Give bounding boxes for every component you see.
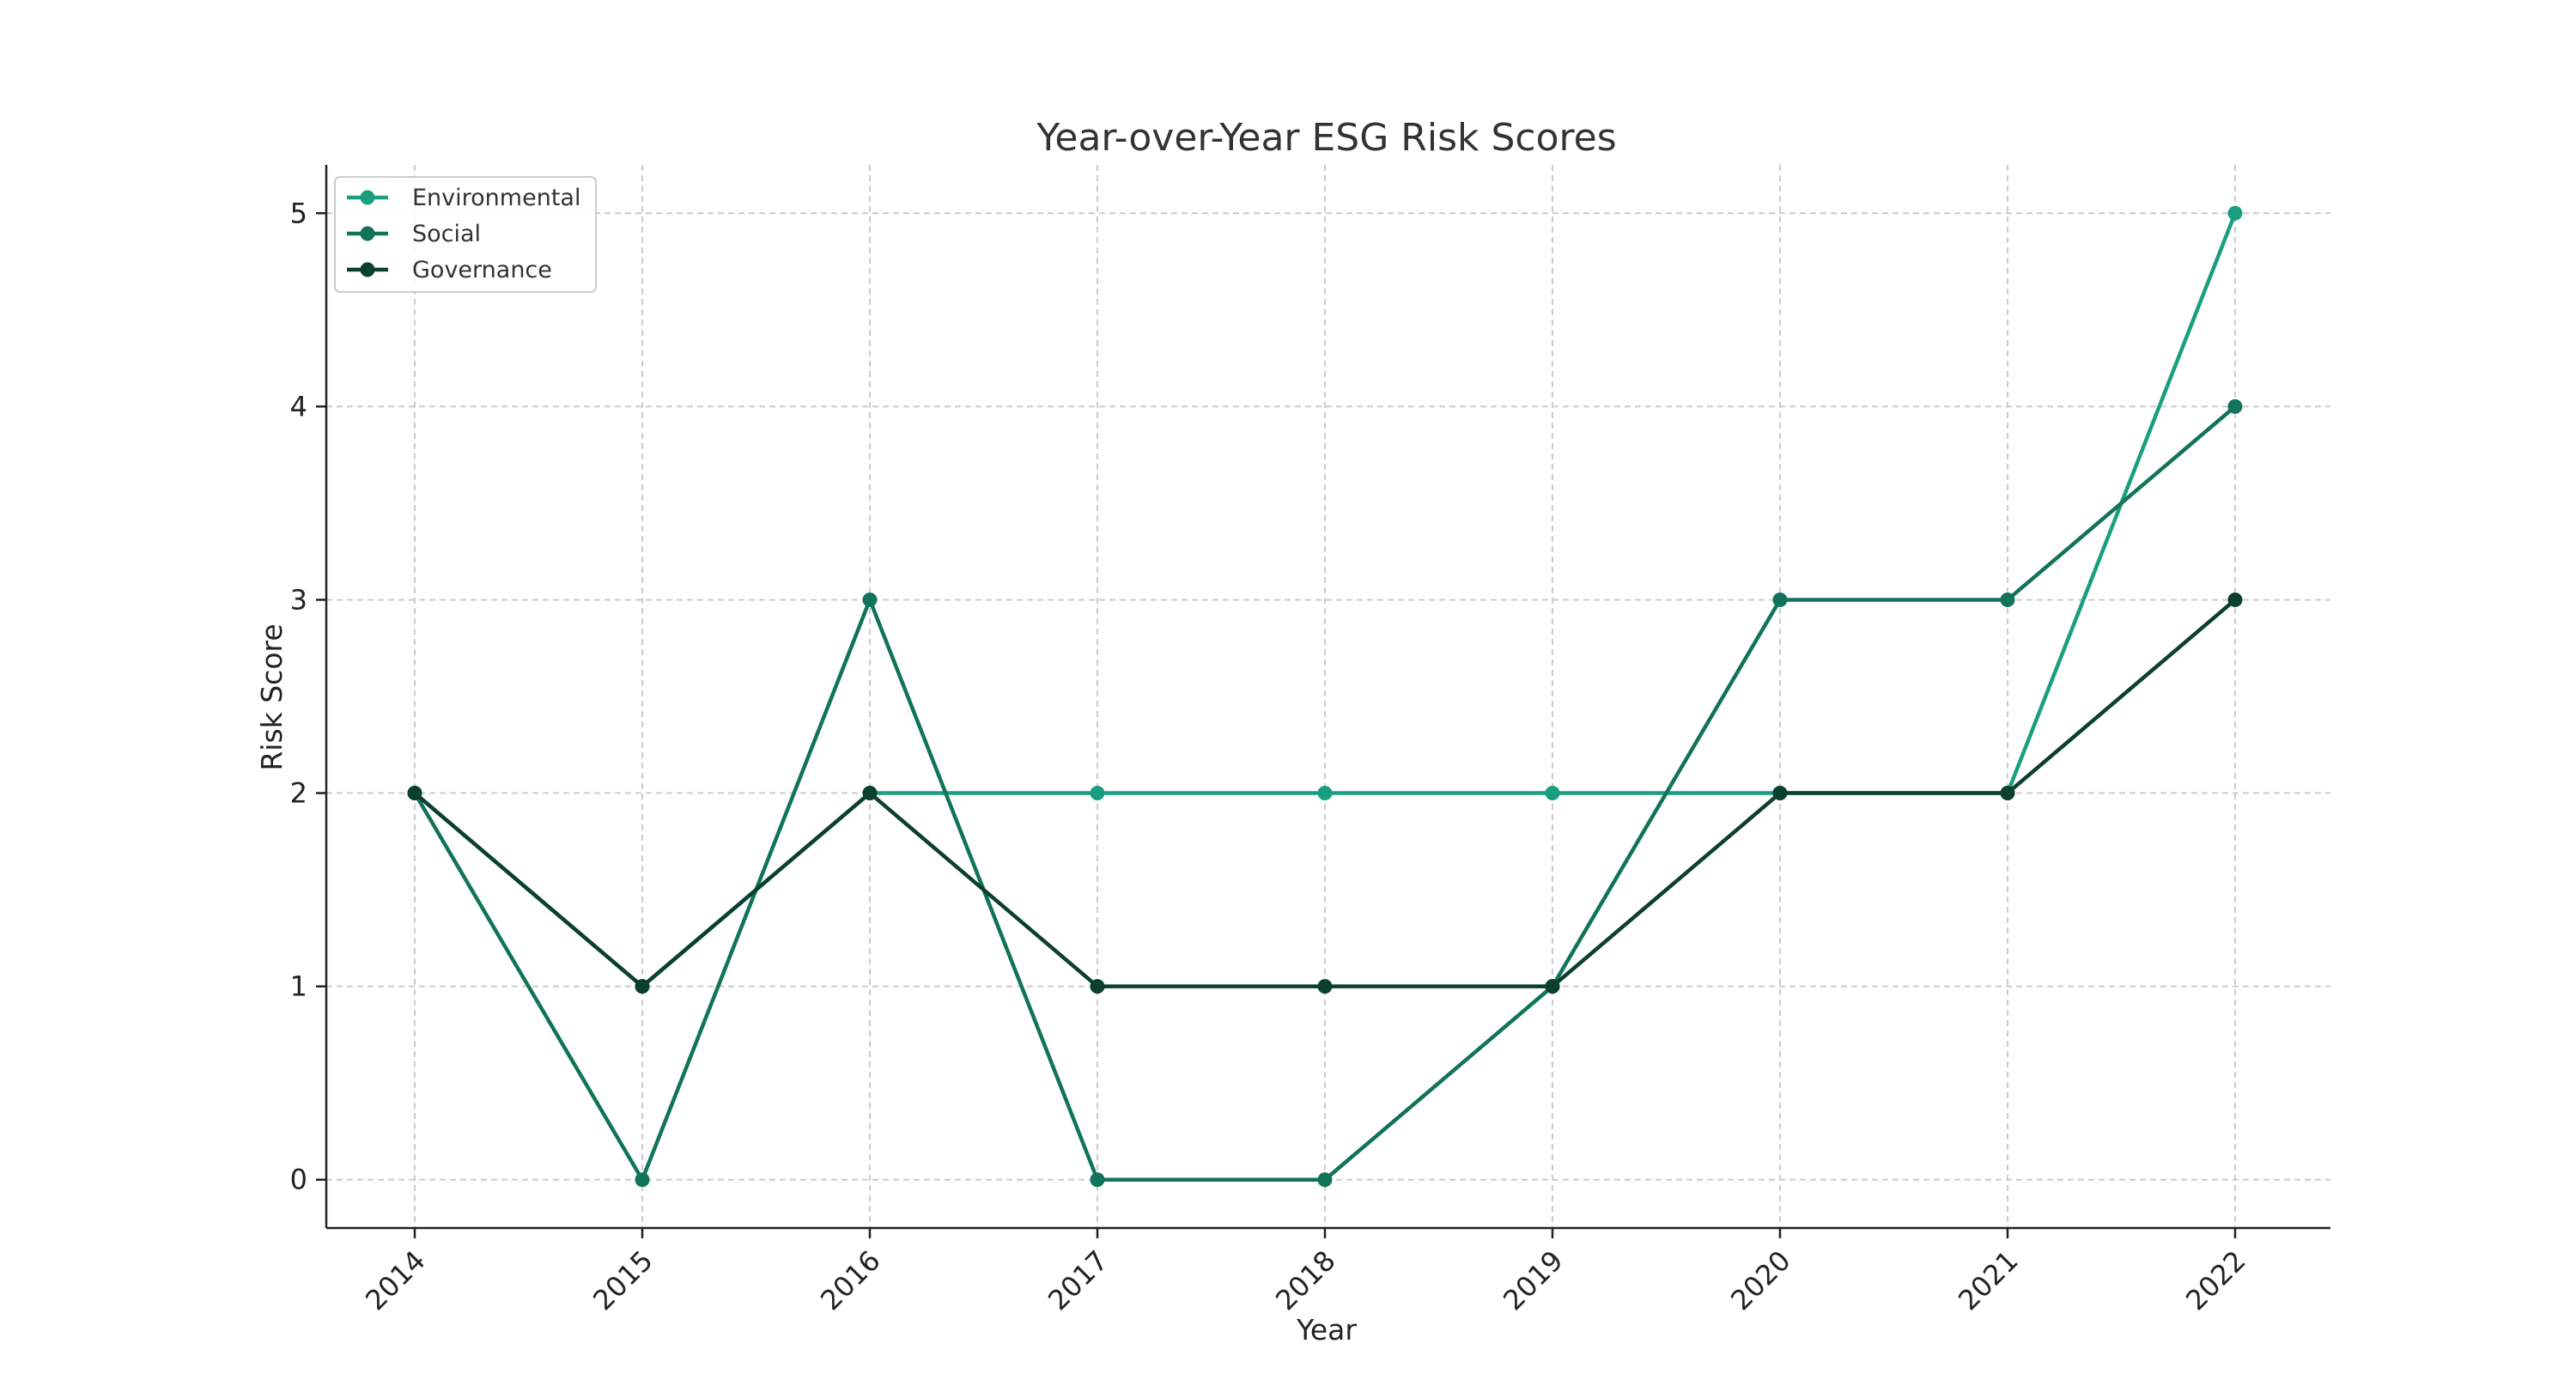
y-tick-label: 5 <box>290 197 307 229</box>
x-tick-label: 2018 <box>1269 1244 1341 1316</box>
x-tick-label: 2021 <box>1952 1244 2024 1316</box>
x-tick-label: 2016 <box>814 1244 886 1316</box>
data-point <box>2000 592 2015 607</box>
data-point <box>1317 786 1333 801</box>
x-axis-label: Year <box>1296 1313 1357 1347</box>
legend-item: Social <box>347 221 481 247</box>
data-point <box>2227 592 2243 607</box>
y-tick-label: 1 <box>290 970 307 1003</box>
data-point <box>2227 205 2243 221</box>
legend-item: Environmental <box>347 185 580 211</box>
legend: Environmental Social Governance <box>334 176 597 293</box>
data-point <box>1545 786 1560 801</box>
y-tick-label: 2 <box>290 777 307 810</box>
data-point <box>635 979 650 994</box>
data-point <box>2227 398 2243 414</box>
data-point <box>2000 786 2015 801</box>
x-tick-label: 2014 <box>359 1244 431 1316</box>
data-point <box>1317 1172 1333 1188</box>
legend-swatch-marker <box>360 226 375 241</box>
grid <box>326 165 2330 1228</box>
data-point <box>1090 786 1105 801</box>
data-point <box>1317 979 1333 994</box>
series-governance <box>407 592 2243 994</box>
legend-item: Governance <box>347 257 552 283</box>
x-tick-label: 2022 <box>2179 1244 2251 1316</box>
data-point <box>862 786 878 801</box>
x-tick-label: 2015 <box>586 1244 659 1316</box>
legend-swatch-marker <box>360 190 375 205</box>
y-tick-label: 4 <box>290 390 307 423</box>
data-point <box>635 1172 650 1188</box>
data-point <box>1772 786 1788 801</box>
x-tick-label: 2019 <box>1497 1244 1569 1316</box>
data-point <box>862 592 878 607</box>
chart-title: Year-over-Year ESG Risk Scores <box>1036 116 1616 160</box>
y-axis-label: Risk Score <box>255 623 289 770</box>
legend-label: Social <box>412 221 481 247</box>
data-point <box>1545 979 1560 994</box>
legend-box <box>334 176 597 293</box>
data-point <box>1090 1172 1105 1188</box>
legend-label: Environmental <box>412 185 580 211</box>
x-tick-label: 2020 <box>1724 1244 1796 1316</box>
ticks: 2014 2015 2016 2017 2018 2019 2020 2021 2022 0 1 2 3… <box>290 197 2252 1316</box>
series-layer <box>407 205 2243 1188</box>
legend-label: Governance <box>412 257 552 283</box>
axes <box>325 165 2330 1230</box>
data-point <box>1772 592 1788 607</box>
x-tick-label: 2017 <box>1042 1244 1114 1316</box>
legend-swatch-marker <box>360 262 375 277</box>
data-point <box>1090 979 1105 994</box>
y-tick-label: 0 <box>290 1164 307 1196</box>
data-point <box>407 786 422 801</box>
y-tick-label: 3 <box>290 583 307 616</box>
